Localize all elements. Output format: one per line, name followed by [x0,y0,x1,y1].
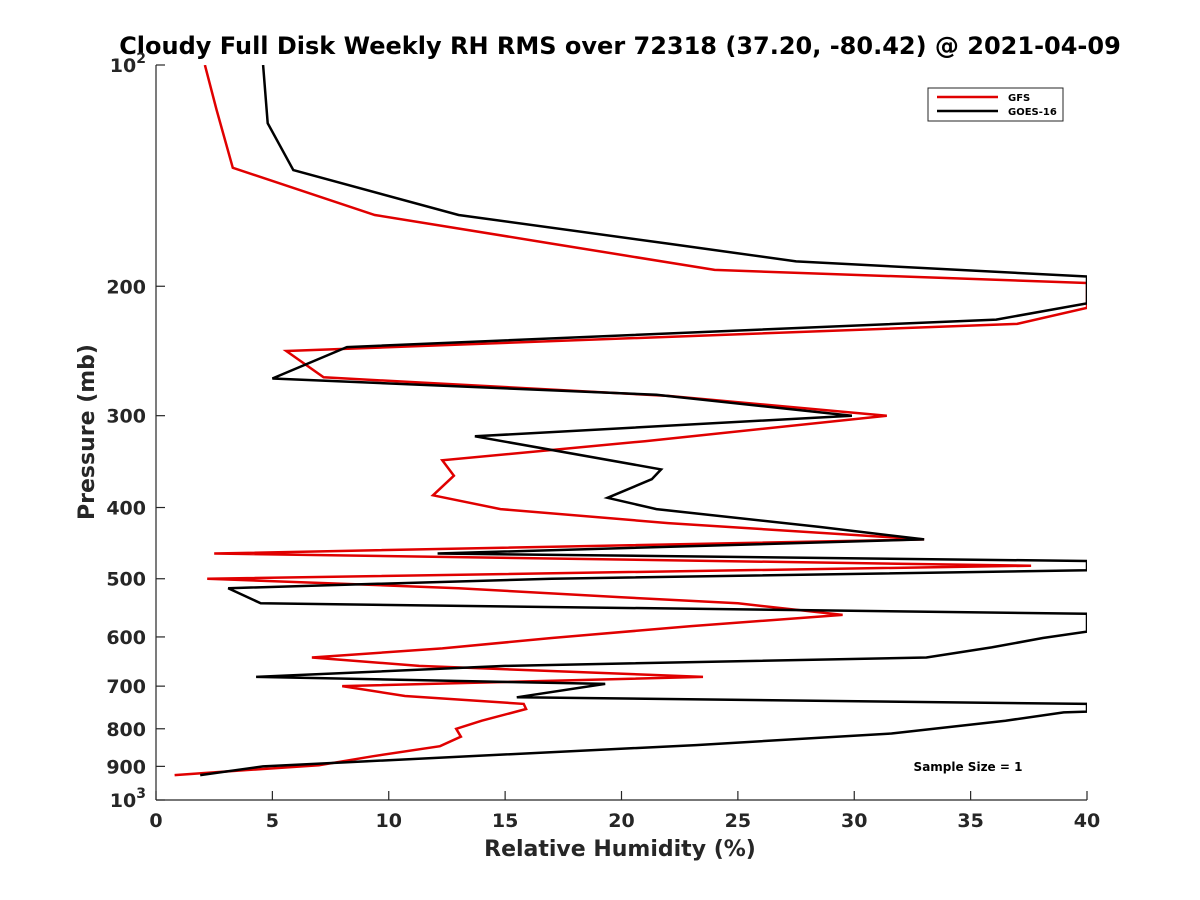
y-tick-label: 103 [110,786,146,812]
x-tick-label: 15 [492,810,518,832]
legend-box [927,87,1064,122]
axes: 0 5 10 15 20 25 30 35 40 102 200 300 400 500 600 700 800… [106,51,1100,832]
series-line-goes-16 [200,65,1087,777]
y-tick-label: 900 [106,756,146,778]
legend: GFS GOES-16 [927,87,1064,122]
chart-title: Cloudy Full Disk Weekly RH RMS over 7231… [119,32,1121,60]
series-line-gfs [174,65,1087,777]
sample-size-annotation: Sample Size = 1 [914,760,1023,774]
x-tick-label: 35 [957,810,983,832]
x-tick-label: 40 [1074,810,1100,832]
plot-area [174,65,1087,777]
y-tick-label: 800 [106,719,146,741]
y-tick-label: 500 [106,569,146,591]
y-tick-label: 700 [106,676,146,698]
x-tick-label: 10 [376,810,402,832]
y-tick-label: 400 [106,498,146,520]
x-tick-label: 20 [608,810,634,832]
legend-label: GFS [1008,93,1030,104]
legend-label: GOES-16 [1008,107,1057,118]
y-tick-label: 600 [106,627,146,649]
y-axis-label: Pressure (mb) [75,344,100,520]
x-tick-label: 25 [725,810,751,832]
y-tick-label: 200 [106,276,146,298]
x-axis-label: Relative Humidity (%) [484,837,756,862]
x-tick-label: 30 [841,810,867,832]
y-tick-label: 102 [110,51,146,77]
x-tick-label: 0 [149,810,162,832]
y-tick-label: 300 [106,406,146,428]
x-tick-label: 5 [266,810,279,832]
